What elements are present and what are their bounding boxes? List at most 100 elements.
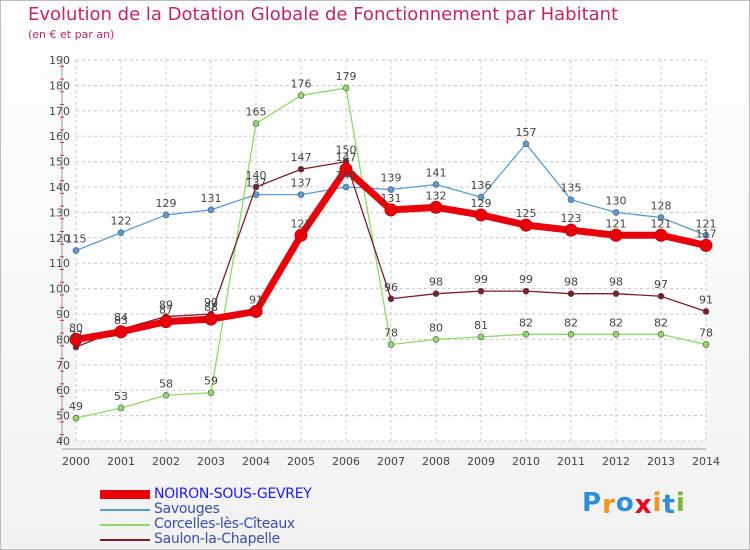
logo-letter: P — [582, 488, 603, 518]
data-point — [567, 331, 575, 338]
series-corcelles-les-citeaux — [72, 84, 710, 422]
x-tick-label: 2001 — [107, 455, 135, 468]
y-tick-label: 190 — [49, 54, 70, 67]
y-tick-label: 110 — [49, 257, 70, 270]
data-label: 78 — [384, 326, 398, 339]
data-label: 53 — [114, 390, 128, 403]
legend-label: Savouges — [154, 501, 220, 517]
data-label: 157 — [516, 126, 537, 139]
data-label: 81 — [474, 319, 488, 332]
legend-label: NOIRON-SOUS-GEVREY — [154, 486, 312, 502]
y-tick-label: 160 — [49, 130, 70, 143]
data-label: 125 — [516, 207, 537, 220]
data-label: 129 — [156, 197, 177, 210]
data-label: 132 — [426, 189, 447, 202]
data-point — [204, 312, 218, 326]
data-label: 121 — [651, 217, 672, 230]
data-point — [159, 315, 173, 329]
data-label: 137 — [291, 177, 312, 190]
y-tick-label: 100 — [49, 283, 70, 296]
data-label: 115 — [66, 233, 87, 246]
data-label: 82 — [519, 316, 533, 329]
data-label: 140 — [336, 169, 357, 182]
data-point — [432, 290, 440, 297]
y-tick-label: 170 — [49, 105, 70, 118]
data-point — [609, 228, 623, 242]
data-point — [432, 336, 440, 343]
x-tick-label: 2013 — [647, 455, 675, 468]
x-tick-label: 2005 — [287, 455, 315, 468]
data-point — [252, 183, 260, 191]
chart-title: Evolution de la Dotation Globale de Fonc… — [28, 4, 619, 25]
data-point — [69, 332, 83, 346]
logo-letter: i — [652, 488, 663, 518]
x-tick-label: 2003 — [197, 455, 225, 468]
data-label: 150 — [336, 144, 357, 157]
data-label: 128 — [651, 199, 672, 212]
data-point — [342, 183, 350, 191]
y-tick-label: 50 — [56, 410, 70, 423]
data-point — [477, 193, 485, 201]
y-tick-label: 70 — [56, 359, 70, 372]
data-point — [342, 84, 350, 92]
data-point — [612, 331, 620, 338]
data-label: 88 — [204, 301, 218, 314]
data-label: 80 — [429, 321, 443, 334]
data-point — [477, 287, 485, 295]
data-label: 98 — [564, 276, 578, 289]
data-point — [297, 165, 305, 173]
data-label: 123 — [561, 212, 582, 225]
y-tick-label: 90 — [56, 308, 70, 321]
data-point — [657, 292, 665, 300]
data-point — [612, 290, 620, 297]
data-label: 130 — [606, 194, 627, 207]
data-label: 80 — [69, 321, 83, 334]
legend-item: Savouges — [100, 501, 312, 517]
data-point — [297, 92, 305, 99]
data-label: 49 — [69, 400, 83, 413]
data-label: 179 — [336, 70, 357, 83]
data-label: 117 — [696, 227, 717, 240]
data-point — [207, 389, 215, 397]
data-point — [72, 414, 80, 422]
data-label: 135 — [561, 182, 582, 195]
series-savouges — [72, 140, 710, 254]
data-point — [564, 223, 578, 237]
data-label: 122 — [111, 215, 132, 228]
data-label: 91 — [699, 293, 713, 306]
y-tick-label: 120 — [49, 232, 70, 245]
data-label: 131 — [201, 192, 222, 205]
data-label: 147 — [291, 151, 312, 164]
plot-area — [76, 60, 706, 441]
y-tick-label: 140 — [49, 181, 70, 194]
y-tick-label: 130 — [49, 206, 70, 219]
series-saulon-la-chapelle — [72, 158, 710, 351]
data-point — [387, 341, 395, 348]
data-point — [339, 162, 353, 176]
data-point — [567, 290, 575, 297]
data-label: 82 — [564, 316, 578, 329]
logo-letter: r — [602, 490, 616, 520]
data-label: 83 — [114, 314, 128, 327]
legend-swatch — [100, 508, 150, 511]
legend-swatch — [100, 490, 150, 499]
legend-swatch — [100, 523, 150, 526]
data-point — [522, 140, 530, 148]
data-label: 140 — [246, 169, 267, 182]
legend-label: Corcelles-lès-Cîteaux — [154, 516, 295, 532]
data-label: 98 — [609, 276, 623, 289]
data-point — [117, 404, 125, 412]
data-point — [567, 196, 575, 203]
data-point — [432, 181, 440, 188]
data-point — [702, 231, 710, 239]
data-point — [384, 203, 398, 217]
data-label: 59 — [204, 375, 218, 388]
x-tick-label: 2006 — [332, 455, 360, 468]
data-point — [429, 200, 443, 214]
data-point — [162, 391, 170, 399]
data-label: 99 — [474, 273, 488, 286]
data-point — [654, 228, 668, 242]
y-tick-label: 40 — [56, 435, 70, 448]
data-label: 139 — [381, 172, 402, 185]
data-label: 121 — [606, 217, 627, 230]
